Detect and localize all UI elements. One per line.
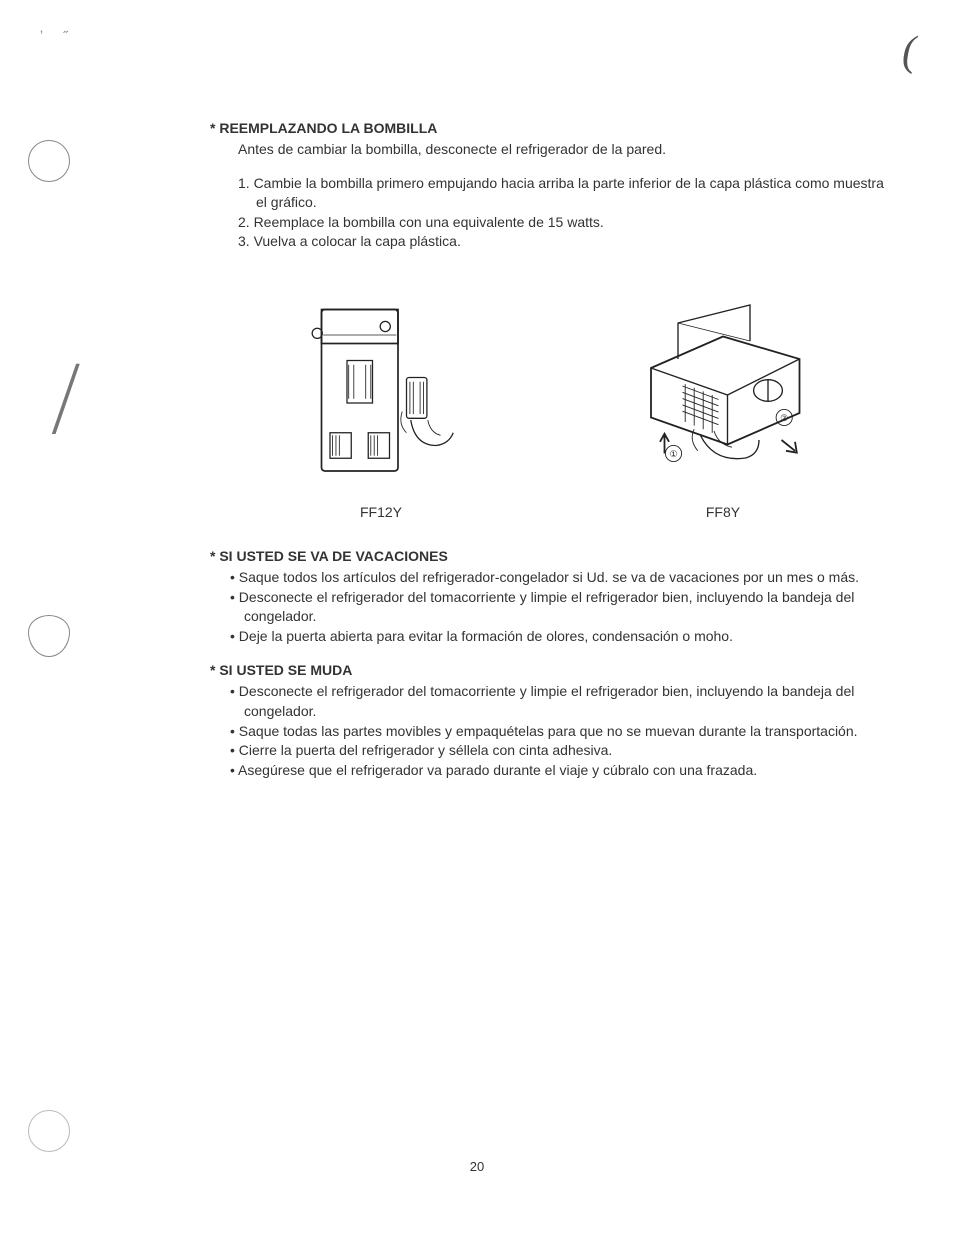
section-bulb-replacement: REEMPLAZANDO LA BOMBILLA Antes de cambia… <box>210 120 894 520</box>
list-item: 1. Cambie la bombilla primero empujando … <box>238 174 894 213</box>
heading-move: SI USTED SE MUDA <box>210 662 894 678</box>
list-item: Asegúrese que el refrigerador va parado … <box>230 761 894 781</box>
figure-caption: FF8Y <box>706 504 740 520</box>
list-item: 2. Reemplace la bombilla con una equival… <box>238 213 894 233</box>
list-item: Desconecte el refrigerador del tomacorri… <box>230 682 894 721</box>
figures-row: FF12Y <box>210 276 894 520</box>
list-item: Cierre la puerta del refrigerador y séll… <box>230 741 894 761</box>
appliance-panel-icon <box>296 286 466 486</box>
section-vacation: SI USTED SE VA DE VACACIONES Saque todos… <box>210 548 894 646</box>
binder-hole-icon <box>28 1110 70 1152</box>
appliance-unit-icon: ② ① <box>623 296 823 476</box>
list-item: Saque todos los artículos del refrigerad… <box>230 568 894 588</box>
figure-ff8y: ② ① FF8Y <box>623 276 823 520</box>
list-item: 3. Vuelva a colocar la capa plástica. <box>238 232 894 252</box>
text-bulb-intro: Antes de cambiar la bombilla, desconecte… <box>238 140 894 160</box>
figure-ff12y-illustration <box>281 276 481 496</box>
list-bulb-steps: 1. Cambie la bombilla primero empujando … <box>238 174 894 252</box>
binder-hole-icon <box>28 140 70 182</box>
figure-ff8y-illustration: ② ① <box>623 276 823 496</box>
list-vacation: Saque todos los artículos del refrigerad… <box>230 568 894 646</box>
binder-hole-icon <box>28 615 70 657</box>
section-move: SI USTED SE MUDA Desconecte el refrigera… <box>210 662 894 780</box>
figure-ff12y: FF12Y <box>281 276 481 520</box>
list-move: Desconecte el refrigerador del tomacorri… <box>230 682 894 780</box>
heading-bulb: REEMPLAZANDO LA BOMBILLA <box>210 120 894 136</box>
svg-text:②: ② <box>780 413 788 423</box>
scan-artifact-ticks: ʼ ˝ <box>40 28 76 44</box>
list-item: Deje la puerta abierta para evitar la fo… <box>230 627 894 647</box>
page-number: 20 <box>470 1159 484 1174</box>
scan-artifact-slash: / <box>55 340 74 460</box>
list-item: Desconecte el refrigerador del tomacorri… <box>230 588 894 627</box>
heading-vacation: SI USTED SE VA DE VACACIONES <box>210 548 894 564</box>
list-item: Saque todas las partes movibles y empaqu… <box>230 722 894 742</box>
scan-artifact-paren: ( <box>902 28 916 76</box>
svg-text:①: ① <box>669 449 677 459</box>
figure-caption: FF12Y <box>360 504 402 520</box>
